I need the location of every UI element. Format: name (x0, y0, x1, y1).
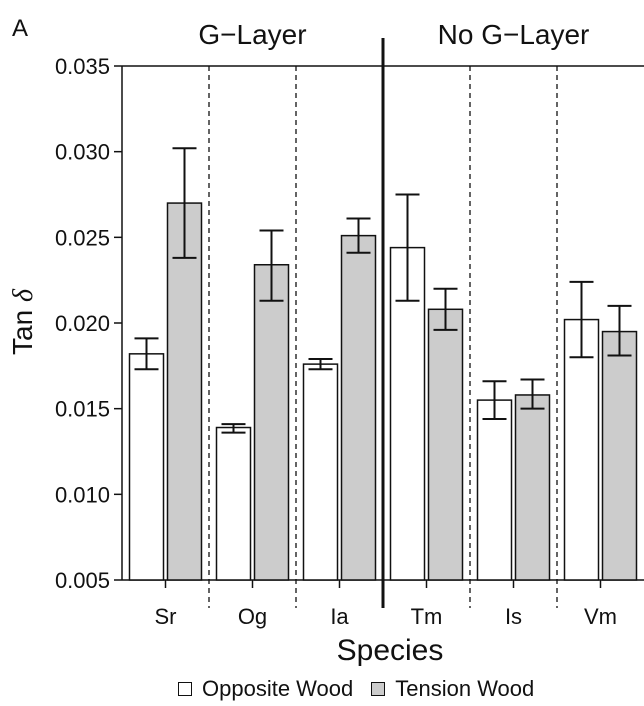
bar-opposite-wood (215, 426, 252, 581)
y-axis-label-symbol: δ (8, 288, 39, 302)
group-label: G−Layer (198, 19, 306, 50)
legend-swatch-tension-wood (371, 682, 386, 696)
legend-item-tension-wood: Tension Wood (371, 676, 534, 702)
x-tick-label: Og (238, 604, 267, 629)
bar-opposite-wood (302, 363, 339, 581)
y-tick-label: 0.010 (55, 482, 110, 507)
legend-item-opposite-wood: Opposite Wood (178, 676, 353, 702)
legend-swatch-opposite-wood (178, 682, 192, 696)
bar-tension-wood (427, 308, 464, 581)
bar-opposite-wood (476, 399, 513, 581)
y-tick-label: 0.025 (55, 225, 110, 250)
legend-label-tension-wood: Tension Wood (395, 676, 535, 701)
x-tick-label: Vm (584, 604, 617, 629)
y-tick-label: 0.005 (55, 568, 110, 593)
y-tick-label: 0.020 (55, 311, 110, 336)
bar-tension-wood (166, 202, 203, 581)
x-tick-label: Is (505, 604, 522, 629)
x-axis-label: Species (337, 634, 444, 667)
bar-tension-wood (253, 263, 290, 581)
x-tick-label: Tm (411, 604, 443, 629)
bar-opposite-wood (563, 318, 600, 581)
plot-area: 0.005 0.010 0.015 0.020 0.025 0.030 0.035 G−Lay… (55, 19, 644, 629)
legend: Opposite Wood Tension Wood (178, 676, 552, 702)
legend-label-opposite-wood: Opposite Wood (202, 676, 354, 701)
x-tick-label: Ia (330, 604, 349, 629)
y-tick-label: 0.030 (55, 140, 110, 165)
y-tick-label: 0.035 (55, 54, 110, 79)
bar-tension-wood (340, 234, 377, 581)
bar-tension-wood (601, 330, 638, 581)
y-axis-label-text: Tan (7, 310, 38, 355)
panel-label: A (12, 15, 28, 42)
group-label: No G−Layer (438, 19, 590, 50)
x-tick-label: Sr (155, 604, 177, 629)
y-tick-label: 0.015 (55, 397, 110, 422)
bar-tension-wood (514, 394, 551, 581)
y-axis-label: Tan δ (7, 288, 39, 355)
bar-opposite-wood (128, 353, 165, 581)
